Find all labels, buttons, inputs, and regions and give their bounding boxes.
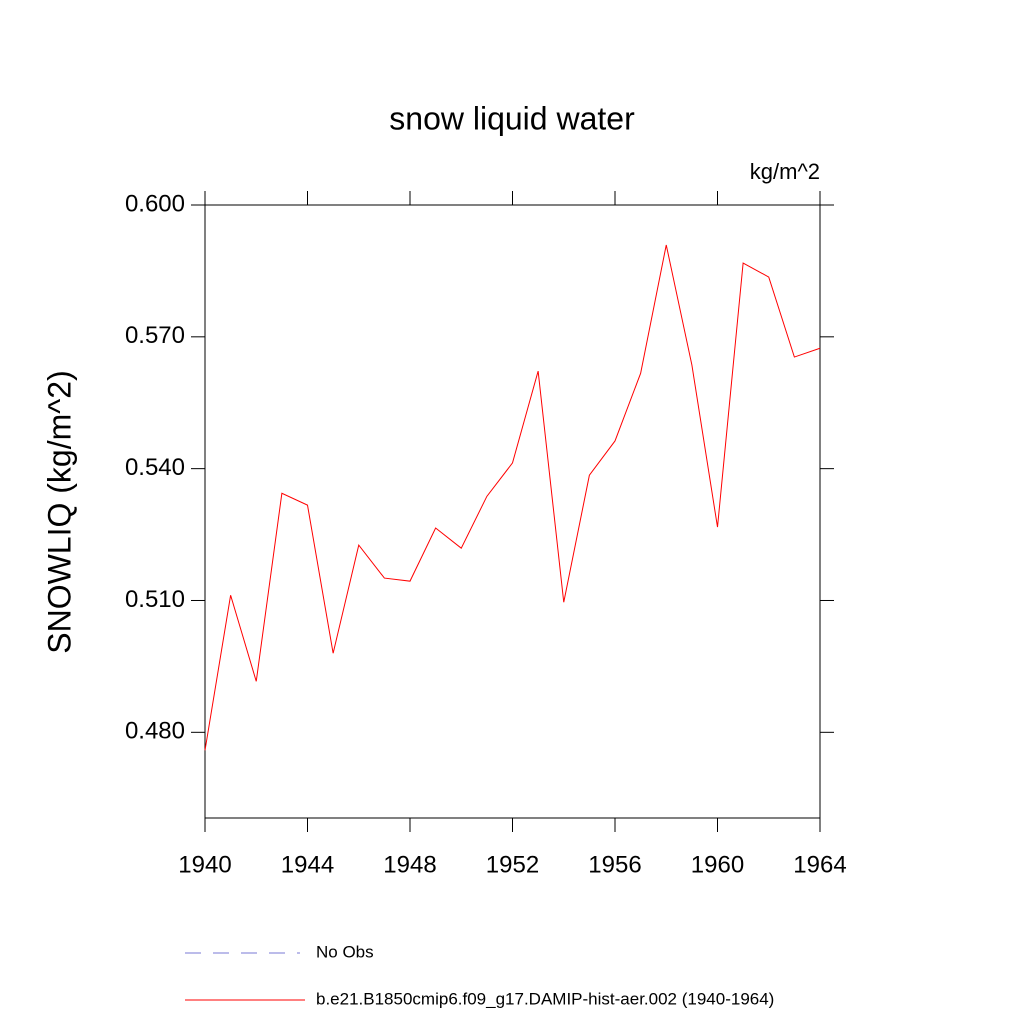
legend-label: No Obs (316, 942, 374, 961)
y-tick-label: 0.570 (125, 322, 185, 349)
y-tick-label: 0.480 (125, 718, 185, 745)
x-tick-label: 1948 (383, 851, 436, 878)
y-axis-label: SNOWLIQ (kg/m^2) (41, 370, 77, 653)
y-tick-label: 0.510 (125, 586, 185, 613)
x-tick-label: 1940 (178, 851, 231, 878)
x-tick-label: 1964 (793, 851, 846, 878)
units-label: kg/m^2 (750, 159, 820, 184)
x-tick-label: 1952 (486, 851, 539, 878)
series-line (204, 244, 821, 751)
x-tick-label: 1960 (691, 851, 744, 878)
y-tick-label: 0.600 (125, 190, 185, 217)
x-tick-label: 1944 (281, 851, 334, 878)
plot-frame (204, 204, 821, 819)
y-tick-label: 0.540 (125, 454, 185, 481)
chart-title: snow liquid water (389, 100, 635, 136)
legend-label: b.e21.B1850cmip6.f09_g17.DAMIP-hist-aer.… (316, 989, 774, 1008)
x-tick-label: 1956 (588, 851, 641, 878)
